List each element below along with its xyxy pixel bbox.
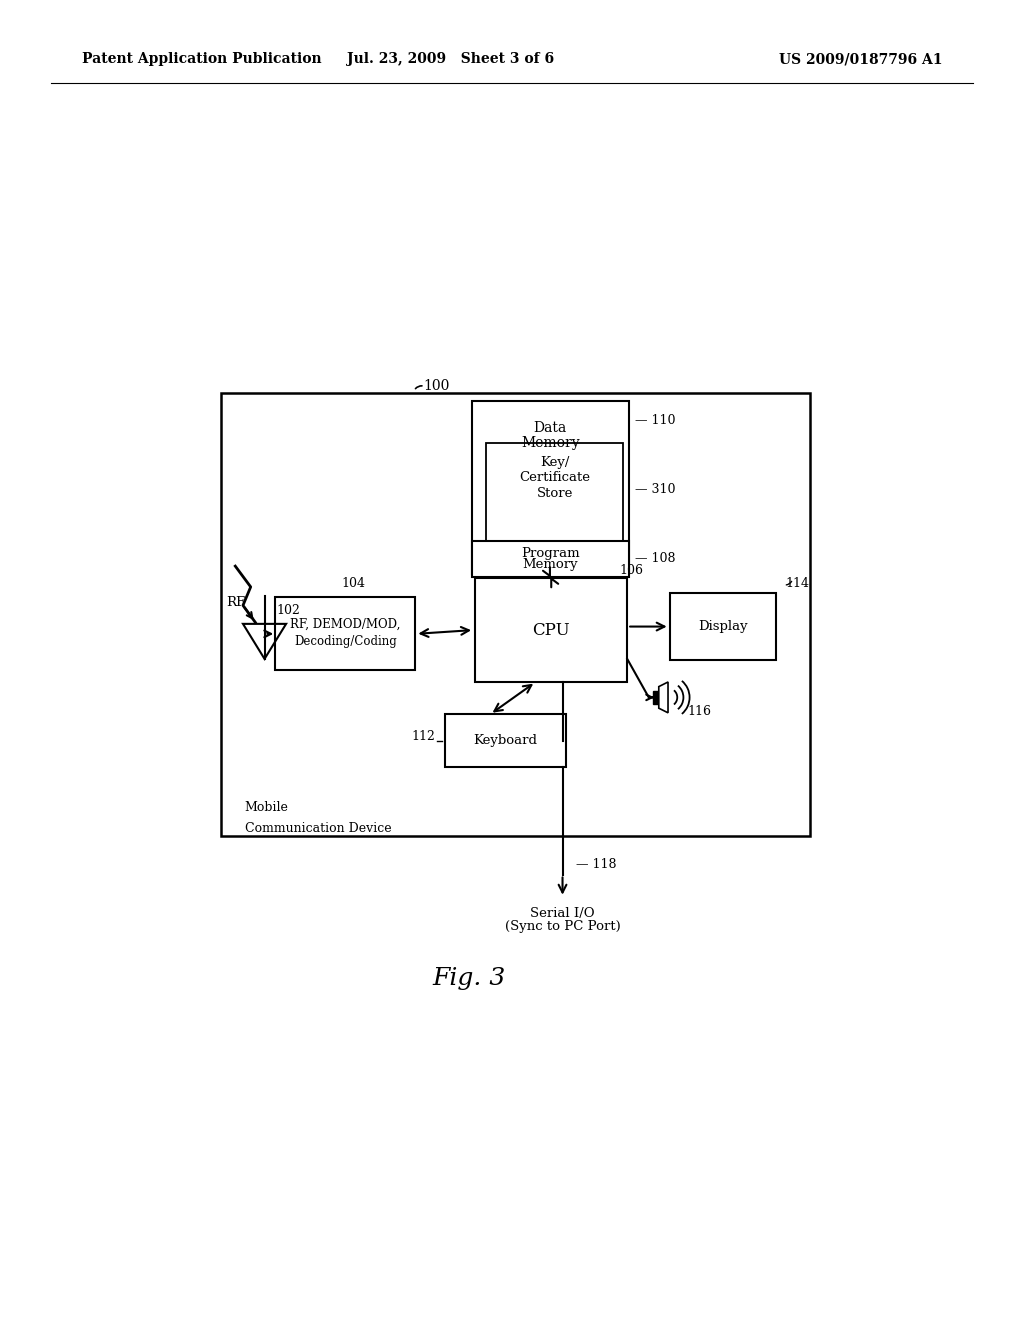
Text: 114: 114 [785, 577, 809, 590]
Text: Decoding/Coding: Decoding/Coding [294, 635, 396, 648]
Text: Communication Device: Communication Device [245, 822, 391, 836]
Bar [472, 541, 629, 577]
Text: US 2009/0187796 A1: US 2009/0187796 A1 [778, 53, 942, 66]
Bar [221, 393, 810, 836]
Text: Memory: Memory [521, 437, 580, 450]
Text: Data: Data [534, 421, 567, 434]
Bar [652, 692, 658, 704]
Text: — 310: — 310 [635, 483, 676, 496]
Bar [472, 401, 629, 574]
Text: 102: 102 [276, 603, 300, 616]
Text: Key/: Key/ [540, 455, 569, 469]
Text: Fig. 3: Fig. 3 [433, 968, 506, 990]
Text: — 118: — 118 [577, 858, 616, 871]
Polygon shape [658, 682, 668, 713]
Text: Serial I/O: Serial I/O [530, 907, 595, 920]
Text: — 108: — 108 [635, 552, 676, 565]
Bar [670, 593, 776, 660]
Text: Display: Display [698, 620, 748, 634]
Text: CPU: CPU [532, 622, 569, 639]
Bar [275, 597, 416, 671]
Text: 104: 104 [341, 577, 366, 590]
Text: RF: RF [226, 595, 245, 609]
Text: (Sync to PC Port): (Sync to PC Port) [505, 920, 621, 933]
Text: Store: Store [537, 487, 573, 500]
Text: Memory: Memory [522, 557, 578, 570]
Text: Mobile: Mobile [245, 801, 289, 814]
Bar [486, 444, 624, 544]
Text: 116: 116 [687, 705, 712, 718]
Text: RF, DEMOD/MOD,: RF, DEMOD/MOD, [290, 618, 400, 631]
Text: 106: 106 [620, 564, 643, 577]
Text: Jul. 23, 2009   Sheet 3 of 6: Jul. 23, 2009 Sheet 3 of 6 [347, 53, 554, 66]
Bar [475, 578, 628, 682]
Text: Keyboard: Keyboard [473, 734, 538, 747]
Text: Program: Program [521, 546, 580, 560]
Text: Patent Application Publication: Patent Application Publication [82, 53, 322, 66]
Text: — 110: — 110 [635, 413, 676, 426]
Text: 112: 112 [412, 730, 435, 743]
Bar [444, 714, 566, 767]
Text: Certificate: Certificate [519, 471, 590, 484]
Text: 100: 100 [423, 379, 450, 392]
